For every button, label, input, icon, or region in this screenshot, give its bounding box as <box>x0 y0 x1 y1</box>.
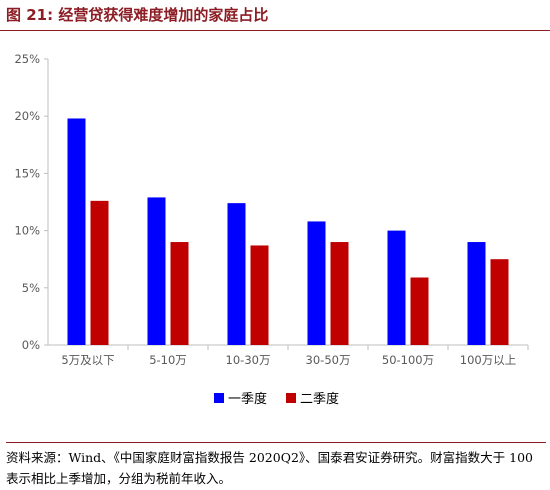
bar-q2 <box>250 245 269 345</box>
y-tick-label: 0% <box>22 338 40 352</box>
y-tick-label: 5% <box>22 281 40 295</box>
bar-q2 <box>490 259 509 345</box>
legend-swatch-q1 <box>214 393 224 403</box>
legend-swatch-q2 <box>286 393 296 403</box>
bar-q1 <box>227 203 246 345</box>
y-tick-label: 25% <box>14 52 40 66</box>
figure-header: 图 21: 经营贷获得难度增加的家庭占比 <box>0 0 550 31</box>
x-tick-label: 30-50万 <box>306 353 351 367</box>
bar-q1 <box>387 230 406 345</box>
bar-q2 <box>330 242 349 345</box>
x-tick-label: 10-30万 <box>226 353 271 367</box>
legend-label: 二季度 <box>300 391 339 407</box>
y-tick-label: 15% <box>14 166 40 180</box>
bar-q1 <box>147 197 166 345</box>
figure-title: 图 21: 经营贷获得难度增加的家庭占比 <box>6 6 269 24</box>
source-note: 资料来源：Wind、《中国家庭财富指数报告 2020Q2》、国泰君安证券研究。财… <box>6 442 546 489</box>
bar-q2 <box>90 200 109 345</box>
bar-q2 <box>410 277 429 345</box>
legend-label: 一季度 <box>228 391 267 407</box>
x-tick-label: 50-100万 <box>382 353 434 367</box>
bar-chart: 0% 5% 10% 15% 20% 25% 5万及以下 5-10万 10-30万 30-50万 50… <box>14 52 529 407</box>
bar-q2 <box>170 242 189 345</box>
x-tick-label: 5-10万 <box>149 353 187 367</box>
x-tick-label: 5万及以下 <box>61 353 114 367</box>
x-tick-label: 100万以上 <box>460 353 516 367</box>
y-tick-label: 10% <box>14 224 40 238</box>
bar-q1 <box>307 221 326 345</box>
y-tick-label: 20% <box>14 109 40 123</box>
bar-q1 <box>467 242 486 345</box>
bar-q1 <box>67 118 86 345</box>
